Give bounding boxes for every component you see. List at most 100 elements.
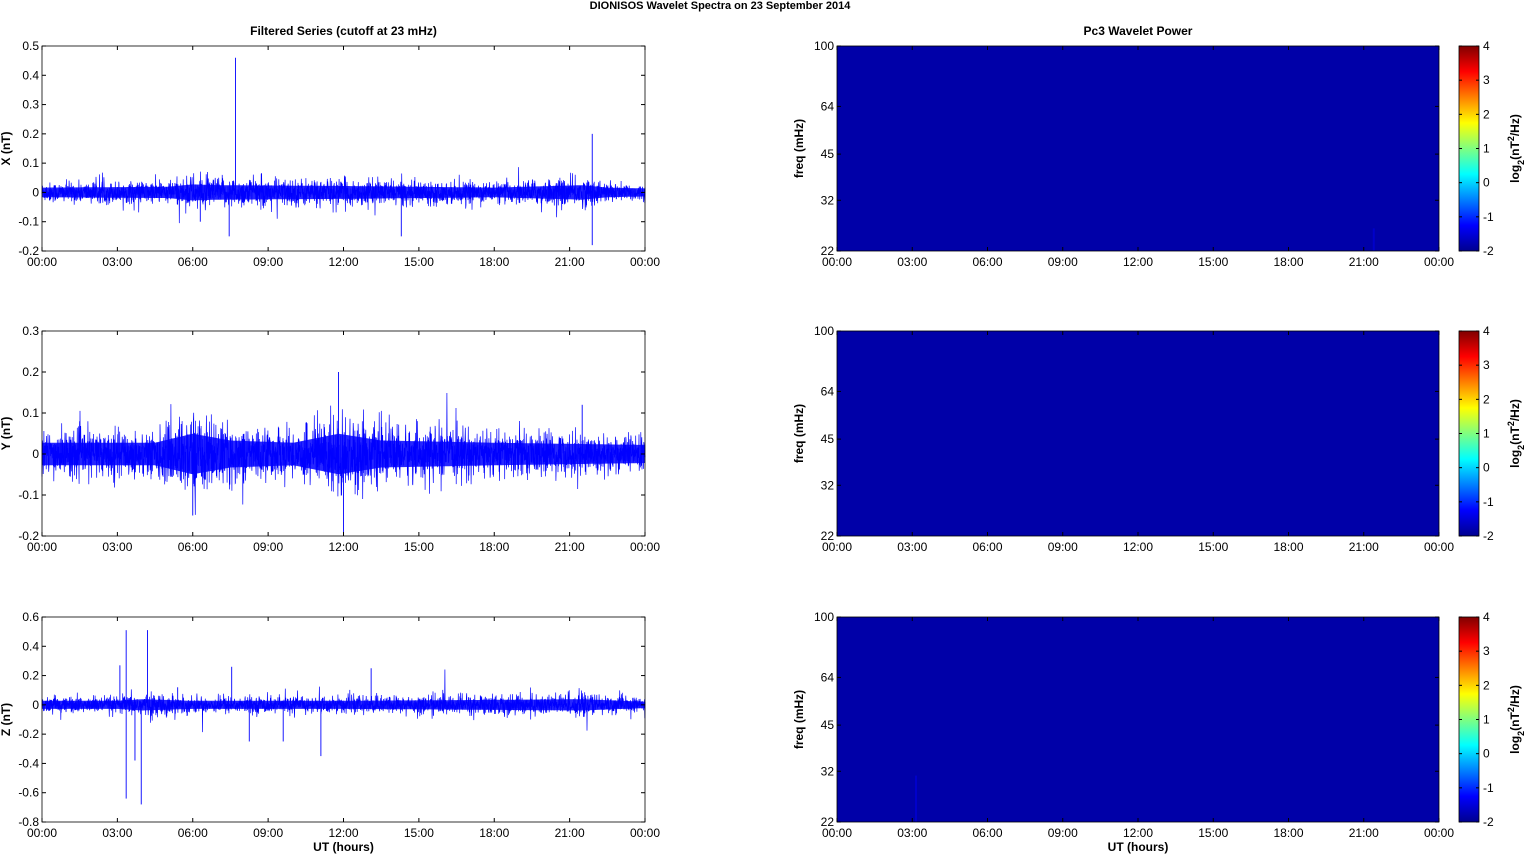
x-tick-label: 06:00 bbox=[972, 826, 1002, 840]
colorbar-label-part: 2 bbox=[1516, 445, 1525, 450]
x-tick-label: 00:00 bbox=[822, 255, 852, 269]
x-tick-label: 03:00 bbox=[897, 826, 927, 840]
figure-title: DIONISOS Wavelet Spectra on 23 September… bbox=[590, 0, 852, 12]
y-tick-label: 0 bbox=[32, 698, 39, 712]
y-axis-label: X (nT) bbox=[0, 132, 13, 166]
colorbar-tick-label: 2 bbox=[1483, 678, 1490, 692]
colorbar-tick-label: 1 bbox=[1483, 427, 1490, 441]
x-tick-label: 03:00 bbox=[897, 255, 927, 269]
x-tick-label: 21:00 bbox=[1349, 826, 1379, 840]
y-tick-label: 0.2 bbox=[22, 127, 39, 141]
x-tick-label: 06:00 bbox=[178, 540, 208, 554]
colorbar-label-part: 2 bbox=[1516, 160, 1525, 165]
colorbar-tick-label: -1 bbox=[1483, 495, 1494, 509]
colorbar-label-part: /Hz) bbox=[1508, 399, 1522, 421]
y-tick-label: 64 bbox=[821, 99, 835, 113]
x-tick-label: 06:00 bbox=[972, 255, 1002, 269]
x-tick-label: 00:00 bbox=[1424, 255, 1454, 269]
y-tick-label: 0.4 bbox=[22, 68, 39, 82]
x-tick-label: 00:00 bbox=[630, 540, 660, 554]
x-tick-label: 21:00 bbox=[1349, 540, 1379, 554]
y-tick-label: -0.1 bbox=[18, 488, 39, 502]
y-tick-label: 32 bbox=[821, 764, 835, 778]
y-tick-label: -0.6 bbox=[18, 786, 39, 800]
x-tick-label: 00:00 bbox=[1424, 826, 1454, 840]
x-tick-label: 00:00 bbox=[27, 540, 57, 554]
colorbar-tick-label: -1 bbox=[1483, 210, 1494, 224]
colorbar-label-part: (nT bbox=[1508, 426, 1522, 445]
wavelet-power-feature bbox=[1372, 228, 1375, 251]
x-tick-label: 21:00 bbox=[555, 826, 585, 840]
y-tick-label: 0.1 bbox=[22, 156, 39, 170]
x-tick-label: 06:00 bbox=[178, 255, 208, 269]
x-tick-label: 15:00 bbox=[1198, 540, 1228, 554]
y-tick-label: 100 bbox=[814, 39, 834, 53]
colorbar-label-part: (nT bbox=[1508, 712, 1522, 731]
x-tick-label: 06:00 bbox=[972, 540, 1002, 554]
x-tick-label: 18:00 bbox=[479, 255, 509, 269]
x-tick-label: 09:00 bbox=[253, 826, 283, 840]
x-tick-label: 18:00 bbox=[479, 826, 509, 840]
x-tick-label: 03:00 bbox=[102, 826, 132, 840]
colorbar-label-part: /Hz) bbox=[1508, 685, 1522, 707]
series-core-band bbox=[42, 184, 645, 201]
wavelet-power-feature bbox=[915, 775, 918, 822]
colorbar-tick-label: -2 bbox=[1483, 815, 1494, 829]
y-tick-label: -0.2 bbox=[18, 529, 39, 543]
colorbar-tick-label: 0 bbox=[1483, 176, 1490, 190]
y-tick-label: -0.2 bbox=[18, 244, 39, 258]
x-tick-label: 18:00 bbox=[479, 540, 509, 554]
x-tick-label: 15:00 bbox=[404, 540, 434, 554]
right-panel-title: Pc3 Wavelet Power bbox=[1084, 24, 1193, 38]
x-tick-label: 21:00 bbox=[1349, 255, 1379, 269]
colorbar-label-part: log bbox=[1508, 450, 1522, 468]
colorbar-label-part: log bbox=[1508, 736, 1522, 754]
x-tick-label: 12:00 bbox=[328, 540, 358, 554]
colorbar-tick-label: 3 bbox=[1483, 73, 1490, 87]
colorbar-label: log2(nT2/Hz) bbox=[1506, 114, 1525, 183]
x-tick-label: 12:00 bbox=[1123, 826, 1153, 840]
y-tick-label: 0.5 bbox=[22, 39, 39, 53]
y-tick-label: 22 bbox=[821, 244, 835, 258]
x-tick-label: 09:00 bbox=[1048, 255, 1078, 269]
colorbar-label-part: 2 bbox=[1506, 707, 1516, 712]
colorbar-label-part: /Hz) bbox=[1508, 114, 1522, 136]
colorbar-tick-label: 2 bbox=[1483, 107, 1490, 121]
time-series-panel-1: -0.2 -0.1 0 0.1 0.2 0.3 0.4 0.5 X (nT) 00:00 03:00… bbox=[0, 39, 660, 269]
x-tick-label: 09:00 bbox=[253, 255, 283, 269]
x-tick-label: 12:00 bbox=[328, 826, 358, 840]
x-tick-label: 00:00 bbox=[822, 540, 852, 554]
time-series-panel-2: -0.2 -0.1 0 0.1 0.2 0.3 Y (nT) 00:00 03:00 06:00 0… bbox=[0, 324, 660, 554]
x-tick-label: 00:00 bbox=[27, 255, 57, 269]
x-tick-label: 03:00 bbox=[102, 255, 132, 269]
x-tick-label: 15:00 bbox=[404, 826, 434, 840]
colorbar-tick-label: -1 bbox=[1483, 781, 1494, 795]
x-tick-label: 09:00 bbox=[253, 540, 283, 554]
y-tick-label: 0 bbox=[32, 447, 39, 461]
y-tick-label: 45 bbox=[821, 147, 835, 161]
y-tick-label: 32 bbox=[821, 193, 835, 207]
x-tick-label: 15:00 bbox=[404, 255, 434, 269]
colorbar-label: log2(nT2/Hz) bbox=[1506, 685, 1525, 754]
x-tick-label: 21:00 bbox=[555, 255, 585, 269]
colorbar-tick-label: 0 bbox=[1483, 461, 1490, 475]
colorbar-label-part: 2 bbox=[1506, 421, 1516, 426]
colorbar-label-part: 2 bbox=[1516, 731, 1525, 736]
plot-area bbox=[42, 617, 645, 822]
y-tick-label: 0.2 bbox=[22, 365, 39, 379]
x-tick-label: 00:00 bbox=[630, 826, 660, 840]
wavelet-power-image bbox=[837, 617, 1439, 822]
y-axis-label: freq (mHz) bbox=[792, 690, 806, 749]
x-tick-label: 09:00 bbox=[1048, 826, 1078, 840]
colorbar-tick-label: 4 bbox=[1483, 39, 1490, 53]
x-tick-label: 18:00 bbox=[1273, 540, 1303, 554]
y-tick-label: 45 bbox=[821, 432, 835, 446]
colorbar-tick-label: 3 bbox=[1483, 358, 1490, 372]
x-tick-label: 12:00 bbox=[1123, 540, 1153, 554]
x-axis-label: UT (hours) bbox=[313, 840, 374, 854]
y-tick-label: 0.4 bbox=[22, 639, 39, 653]
wavelet-power-image bbox=[837, 46, 1439, 251]
x-axis-label: UT (hours) bbox=[1108, 840, 1169, 854]
